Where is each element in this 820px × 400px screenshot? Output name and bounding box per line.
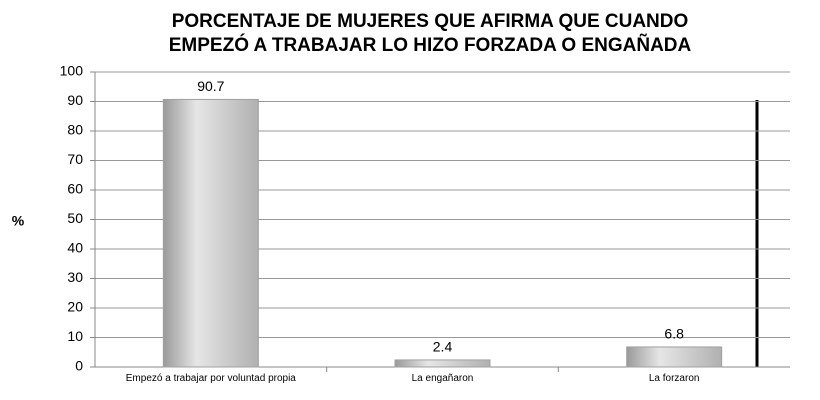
value-label: 6.8 xyxy=(664,326,684,342)
y-tick-label: 50 xyxy=(67,210,83,226)
chart-title: EMPEZÓ A TRABAJAR LO HIZO FORZADA O ENGA… xyxy=(169,34,692,56)
x-tick-label: La forzaron xyxy=(649,373,700,384)
y-tick-label: 90 xyxy=(67,92,83,108)
bar xyxy=(394,359,491,368)
y-tick-label: 80 xyxy=(67,122,83,138)
y-tick-label: 60 xyxy=(67,181,83,197)
y-tick-label: 0 xyxy=(75,358,83,374)
y-tick-label: 20 xyxy=(67,299,83,315)
y-tick-label: 40 xyxy=(67,240,83,256)
bar xyxy=(626,346,723,368)
y-axis-label: % xyxy=(12,213,25,229)
y-tick-label: 10 xyxy=(67,328,83,344)
bar xyxy=(162,98,259,368)
x-tick-label: La engañaron xyxy=(412,373,474,384)
y-tick-label: 70 xyxy=(67,151,83,167)
y-tick-label: 100 xyxy=(60,63,84,79)
y-tick-label: 30 xyxy=(67,269,83,285)
chart-title: PORCENTAJE DE MUJERES QUE AFIRMA QUE CUA… xyxy=(172,11,689,32)
value-label: 90.7 xyxy=(197,78,224,94)
x-tick-label: Empezó a trabajar por voluntad propia xyxy=(126,373,297,384)
value-label: 2.4 xyxy=(433,339,453,355)
